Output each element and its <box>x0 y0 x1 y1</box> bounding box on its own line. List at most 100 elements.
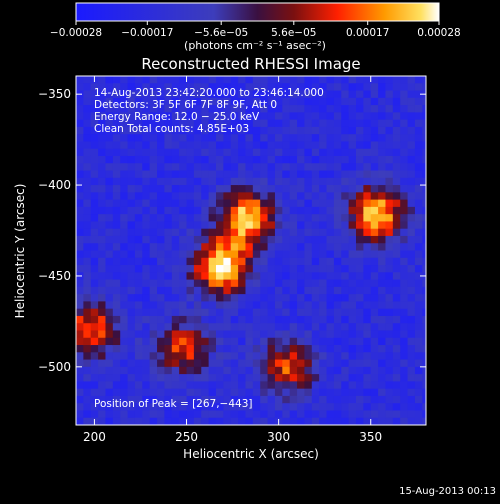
heatmap-cell <box>407 119 416 128</box>
heatmap-cell <box>297 403 306 412</box>
timestamp: 15‑Aug‑2013 00:13 <box>399 486 496 497</box>
heatmap-cell <box>348 105 357 113</box>
heatmap-cell <box>304 366 313 375</box>
heatmap-cell <box>120 228 129 237</box>
heatmap-cell <box>171 134 180 143</box>
heatmap-cell <box>164 170 173 179</box>
heatmap-cell <box>208 76 217 84</box>
heatmap-cell <box>134 403 143 412</box>
heatmap-cell <box>260 381 269 390</box>
heatmap-cell <box>422 374 426 382</box>
heatmap-cell <box>400 417 409 425</box>
heatmap-cell <box>363 112 372 121</box>
heatmap-cell <box>223 308 232 317</box>
heatmap-cell <box>319 417 328 425</box>
heatmap-cell <box>105 403 114 412</box>
heatmap-cell <box>112 235 121 244</box>
heatmap-cell <box>171 410 180 419</box>
heatmap-cell <box>378 112 387 121</box>
heatmap-cell <box>363 374 372 382</box>
heatmap-cell <box>407 141 416 150</box>
heatmap-cell <box>252 192 261 201</box>
heatmap-cell <box>171 374 180 382</box>
heatmap-cell <box>370 163 379 172</box>
heatmap-cell <box>120 388 129 397</box>
heatmap-cell <box>400 257 409 266</box>
heatmap-cell <box>363 192 372 201</box>
heatmap-cell <box>274 294 283 302</box>
heatmap-cell <box>282 330 291 339</box>
heatmap-cell <box>149 243 158 252</box>
heatmap-cell <box>370 359 379 368</box>
heatmap-cell <box>105 83 114 92</box>
heatmap-cell <box>208 417 217 425</box>
heatmap-cell <box>230 177 239 186</box>
heatmap-cell <box>400 330 409 339</box>
heatmap-cell <box>407 163 416 172</box>
heatmap-cell <box>179 228 188 237</box>
heatmap-cell <box>333 243 342 252</box>
heatmap-cell <box>186 177 195 186</box>
heatmap-cell <box>223 410 232 419</box>
heatmap-cell <box>201 126 210 135</box>
heatmap-cell <box>319 228 328 237</box>
heatmap-cell <box>267 206 276 215</box>
heatmap-cell <box>90 206 99 215</box>
heatmap-cell <box>112 192 121 201</box>
heatmap-cell <box>171 359 180 368</box>
heatmap-cell <box>245 395 254 404</box>
heatmap-cell <box>76 199 84 208</box>
heatmap-cell <box>238 105 247 113</box>
heatmap-cell <box>363 105 372 113</box>
heatmap-cell <box>378 199 387 208</box>
heatmap-cell <box>282 90 291 99</box>
heatmap-cell <box>414 243 423 252</box>
heatmap-cell <box>105 119 114 128</box>
heatmap-cell <box>385 192 394 201</box>
heatmap-cell <box>282 352 291 361</box>
heatmap-cell <box>267 214 276 223</box>
heatmap-cell <box>186 97 195 106</box>
heatmap-cell <box>289 301 298 310</box>
heatmap-cell <box>326 381 335 390</box>
heatmap-cell <box>179 206 188 215</box>
annotation-detectors: Detectors: 3F 5F 6F 7F 8F 9F, Att 0 <box>94 99 277 111</box>
heatmap-cell <box>363 235 372 244</box>
heatmap-cell <box>348 119 357 128</box>
heatmap-cell <box>238 345 247 353</box>
heatmap-cell <box>378 395 387 404</box>
heatmap-cell <box>171 126 180 135</box>
heatmap-cell <box>304 228 313 237</box>
heatmap-cell <box>112 366 121 375</box>
heatmap-cell <box>392 286 401 295</box>
heatmap-cell <box>238 221 247 230</box>
heatmap-cell <box>186 235 195 244</box>
heatmap-cell <box>230 185 239 193</box>
heatmap-cell <box>134 359 143 368</box>
heatmap-cell <box>179 366 188 375</box>
heatmap-cell <box>76 381 84 390</box>
heatmap-cell <box>378 330 387 339</box>
heatmap-cell <box>385 112 394 121</box>
heatmap-cell <box>378 90 387 99</box>
heatmap-cell <box>112 388 121 397</box>
heatmap-cell <box>392 148 401 157</box>
heatmap-cell <box>112 185 121 193</box>
heatmap-cell <box>157 352 166 361</box>
heatmap-cell <box>370 337 379 346</box>
heatmap-cell <box>289 228 298 237</box>
heatmap-cell <box>304 112 313 121</box>
heatmap-cell <box>142 185 151 193</box>
heatmap-cell <box>297 352 306 361</box>
heatmap-cell <box>326 417 335 425</box>
heatmap-cell <box>319 279 328 288</box>
heatmap-cell <box>252 206 261 215</box>
heatmap-cell <box>245 228 254 237</box>
heatmap-cell <box>422 119 426 128</box>
heatmap-cell <box>157 315 166 324</box>
heatmap-cell <box>83 410 92 419</box>
heatmap-cell <box>238 410 247 419</box>
heatmap-cell <box>267 83 276 92</box>
heatmap-cell <box>333 76 342 84</box>
heatmap-cell <box>422 395 426 404</box>
